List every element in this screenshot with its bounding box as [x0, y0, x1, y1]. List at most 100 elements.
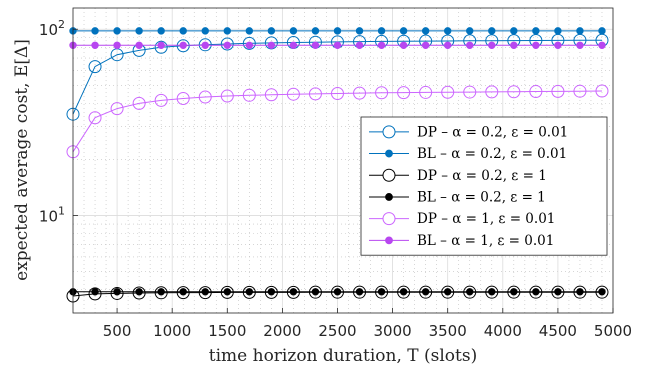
data-point-filled: [532, 41, 540, 49]
data-point-open: [485, 85, 499, 99]
data-point-filled: [91, 41, 99, 49]
legend-label: DP – α = 1, ε = 0.01: [417, 211, 555, 227]
data-point-filled: [399, 27, 408, 35]
data-point-filled: [466, 41, 474, 49]
data-point-open: [110, 102, 124, 116]
legend-label: DP – α = 0.2, ε = 0.01: [417, 124, 568, 140]
data-point-filled: [377, 27, 386, 35]
legend: DP – α = 0.2, ε = 0.01 BL – α = 0.2, ε = …: [360, 116, 608, 256]
data-point-filled: [135, 27, 143, 35]
data-point-filled: [267, 288, 276, 296]
data-point-filled: [113, 288, 121, 296]
data-point-open: [176, 91, 190, 105]
data-point-filled: [135, 288, 143, 296]
data-point-filled: [488, 27, 496, 35]
data-point-filled: [289, 41, 298, 49]
data-point-filled: [201, 27, 209, 35]
series-layer: [66, 27, 609, 303]
data-point-filled: [554, 27, 562, 35]
legend-item: DP – α = 0.2, ε = 1: [369, 168, 547, 184]
data-point-open: [198, 38, 212, 52]
legend-marker: [382, 168, 396, 182]
data-point-open: [286, 87, 300, 101]
data-point-filled: [267, 27, 276, 35]
data-point-filled: [245, 288, 254, 296]
data-point-open: [463, 85, 477, 99]
data-point-filled: [333, 288, 342, 296]
data-point-filled: [179, 27, 187, 35]
x-tick-label: 5000: [594, 322, 632, 340]
data-point-filled: [135, 41, 143, 49]
data-point-open: [242, 36, 256, 50]
data-point-filled: [179, 288, 187, 296]
legend-marker: [385, 236, 393, 245]
data-point-filled: [267, 41, 276, 49]
data-point-open: [419, 85, 433, 99]
data-point-filled: [466, 288, 474, 296]
series-line: [72, 90, 603, 153]
data-point-filled: [311, 27, 320, 35]
legend-item: BL – α = 0.2, ε = 0.01: [369, 146, 567, 162]
data-point-filled: [598, 288, 606, 296]
x-tick-label: 2500: [318, 322, 356, 340]
data-point-open: [242, 285, 256, 299]
data-point-open: [441, 85, 455, 99]
x-tick-label: 1500: [208, 322, 246, 340]
x-tick-label: 3500: [429, 322, 467, 340]
legend-label: BL – α = 1, ε = 0.01: [417, 233, 554, 249]
data-point-filled: [421, 41, 430, 49]
data-point-filled: [311, 288, 320, 296]
data-point-filled: [443, 27, 452, 35]
legend-item: DP – α = 0.2, ε = 0.01: [369, 124, 568, 140]
data-point-open: [154, 286, 168, 300]
data-point-filled: [554, 41, 562, 49]
data-point-filled: [377, 41, 386, 49]
data-point-filled: [113, 41, 121, 49]
x-tick-label: 3000: [373, 322, 411, 340]
data-point-open: [88, 287, 102, 301]
data-point-filled: [91, 288, 99, 296]
data-point-filled: [91, 27, 99, 35]
data-point-filled: [421, 288, 430, 296]
x-tick-label: 500: [103, 322, 132, 340]
data-point-filled: [157, 41, 165, 49]
data-point-filled: [245, 27, 254, 35]
data-point-open: [330, 86, 344, 100]
data-point-open: [110, 286, 124, 300]
data-point-open: [132, 286, 146, 300]
data-point-filled: [399, 288, 408, 296]
legend-marker: [382, 212, 396, 226]
y-tick-label: 102: [39, 18, 65, 39]
data-point-filled: [443, 41, 452, 49]
legend-item: BL – α = 1, ε = 0.01: [369, 233, 554, 249]
x-axis-label: time horizon duration, T (slots): [209, 346, 477, 366]
data-point-open: [353, 86, 367, 100]
data-point-open: [264, 285, 278, 299]
data-point-filled: [554, 288, 562, 296]
data-point-open: [529, 85, 543, 99]
legend-item: BL – α = 0.2, ε = 1: [369, 189, 546, 205]
x-tick-label: 4500: [539, 322, 577, 340]
data-point-filled: [532, 27, 540, 35]
data-point-filled: [488, 41, 496, 49]
x-tick-label: 1000: [153, 322, 191, 340]
data-point-filled: [113, 27, 121, 35]
data-point-filled: [532, 288, 540, 296]
data-point-filled: [201, 41, 209, 49]
data-point-filled: [355, 41, 364, 49]
data-point-filled: [598, 41, 606, 49]
data-point-open: [264, 88, 278, 102]
data-point-filled: [488, 288, 496, 296]
data-point-filled: [510, 27, 518, 35]
data-point-filled: [157, 288, 165, 296]
data-point-filled: [399, 41, 408, 49]
data-point-open: [198, 90, 212, 104]
legend-marker: [385, 149, 393, 158]
series-4: [69, 288, 606, 296]
legend-marker: [382, 125, 396, 139]
legend-label: DP – α = 0.2, ε = 1: [417, 168, 547, 184]
data-point-filled: [179, 41, 187, 49]
series-6: [69, 41, 606, 49]
data-point-filled: [510, 288, 518, 296]
